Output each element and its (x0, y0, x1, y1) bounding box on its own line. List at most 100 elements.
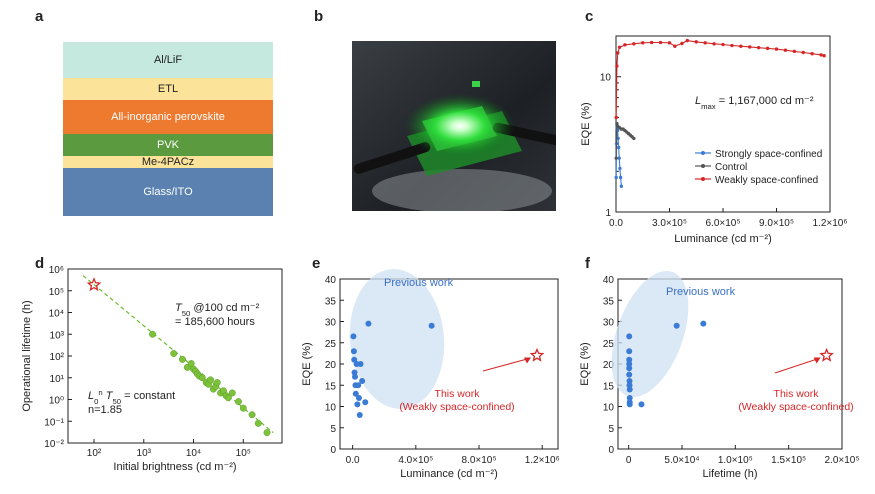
legend-marker (701, 151, 705, 155)
stack-layer: PVK (63, 134, 273, 156)
data-point (149, 330, 156, 338)
exponent-label: n=1.85 (88, 404, 122, 416)
data-point (357, 361, 364, 367)
y-tick-label: 10³ (50, 330, 65, 341)
data-point (617, 45, 622, 50)
x-tick-label: 5.0×10⁴ (664, 455, 699, 466)
data-point (641, 41, 645, 45)
this-work-sublabel: (Weakly space-confined) (399, 401, 514, 413)
stack-layer: Glass/ITO (63, 168, 273, 216)
data-point (614, 175, 618, 180)
data-point (350, 348, 357, 355)
y-tick-label: 10¹ (50, 374, 65, 385)
data-point (700, 320, 707, 327)
this-work-arrow (774, 358, 819, 374)
data-point (359, 378, 366, 384)
device-photo (352, 41, 556, 211)
y-tick-label: 10⁶ (49, 265, 64, 276)
y-tick-label: 10 (325, 403, 337, 414)
eqe-luminance-comparison-chart: 0.0 4.0×10⁵ 8.0×10⁵ 1.2×10⁶ 0 5 10 15 20 25 30 35 40… (301, 269, 560, 480)
data-point (626, 371, 633, 378)
data-point (739, 44, 743, 48)
t50-annotation: T50 @100 cd m⁻² (175, 302, 260, 318)
data-point (756, 45, 761, 50)
x-tick-label: 1.2×10⁶ (813, 218, 848, 229)
previous-work-label: Previous work (384, 277, 454, 289)
y-tick-label: 10⁻¹ (44, 417, 64, 428)
arrow-head (523, 357, 531, 364)
data-point (617, 156, 621, 160)
x-axis-label: Luminance (cd m⁻²) (674, 233, 772, 245)
scaling-law: L0n T50 = constant (88, 388, 175, 406)
y-tick-label: 20 (603, 360, 615, 371)
data-point (638, 401, 645, 408)
t50-value: = 185,600 hours (175, 316, 255, 328)
y-tick-label: 40 (325, 275, 337, 286)
x-tick-label: 2.0×10⁵ (824, 455, 859, 466)
data-point (619, 184, 624, 188)
data-point (694, 40, 698, 44)
data-point (170, 350, 178, 357)
y-axis-label: EQE (%) (580, 342, 591, 385)
data-point (616, 136, 620, 141)
y-tick-label: 30 (325, 318, 337, 329)
device-photo-image (352, 41, 556, 211)
data-point (618, 166, 622, 171)
y-tick-label: 0 (608, 445, 614, 456)
data-point (626, 382, 633, 389)
panel-label-e: e (312, 255, 321, 272)
previous-work-label: Previous work (666, 286, 736, 298)
data-point (626, 401, 633, 408)
y-tick-label: 1 (605, 208, 611, 219)
legend-label: Weakly space-confined (715, 175, 818, 186)
data-point (685, 38, 690, 43)
data-point (748, 45, 752, 49)
this-work-sublabel: (Weakly space-confined) (738, 401, 853, 413)
data-point (819, 53, 823, 57)
data-point (350, 333, 357, 340)
y-tick-label: 10 (603, 403, 615, 414)
data-point (254, 419, 262, 427)
lmax-annotation: Lmax = 1,167,000 cd m⁻² (695, 95, 814, 111)
stack-layer: All-inorganic perovskite (63, 100, 273, 134)
panel-label-c: c (585, 8, 594, 25)
data-point (352, 373, 359, 380)
data-point (680, 41, 684, 46)
data-point (179, 355, 186, 363)
data-point (263, 429, 271, 437)
x-axis-label: Luminance (cd m⁻²) (400, 468, 498, 480)
data-point (626, 365, 633, 372)
data-point (667, 41, 672, 45)
arrow-head (813, 357, 821, 364)
legend-marker (701, 177, 705, 181)
data-point (801, 50, 805, 55)
this-work-label: This work (774, 388, 820, 400)
y-axis-label: EQE (%) (580, 102, 592, 145)
previous-work-region (349, 269, 445, 409)
x-tick-label: 0.0 (346, 455, 360, 466)
data-point (352, 390, 359, 397)
data-point (632, 42, 636, 46)
y-tick-label: 30 (603, 318, 615, 329)
this-work-label: This work (435, 388, 481, 400)
data-point (626, 386, 633, 393)
x-tick-label: 10⁵ (236, 448, 251, 459)
data-point (765, 46, 770, 51)
this-work-star (529, 347, 545, 362)
data-point (616, 51, 620, 55)
data-point (355, 395, 362, 401)
stack-layer: Al/LiF (63, 42, 273, 78)
x-tick-label: 1.2×10⁶ (525, 455, 560, 466)
y-tick-label: 0 (330, 445, 336, 456)
x-tick-label: 10⁴ (186, 448, 201, 459)
data-point (428, 322, 435, 329)
data-point (822, 54, 826, 58)
data-point (239, 404, 247, 412)
data-point (207, 376, 215, 384)
data-point (615, 64, 619, 68)
data-point (213, 379, 221, 387)
x-tick-label: 6.0×10⁵ (705, 218, 740, 229)
this-work-arrow (482, 358, 530, 372)
data-point (658, 40, 663, 45)
data-point (355, 382, 362, 389)
